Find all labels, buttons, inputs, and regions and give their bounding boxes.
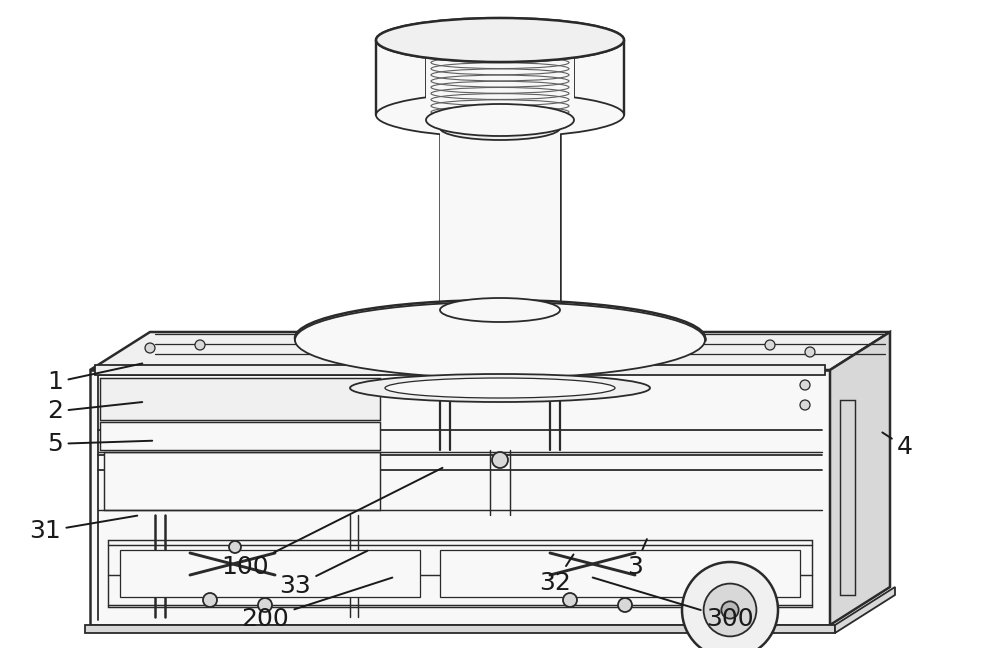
Circle shape	[258, 598, 272, 612]
Circle shape	[145, 343, 155, 353]
Polygon shape	[426, 42, 574, 120]
Text: 4: 4	[882, 432, 913, 459]
Polygon shape	[830, 332, 890, 625]
Circle shape	[618, 598, 632, 612]
Polygon shape	[120, 550, 420, 597]
Ellipse shape	[350, 374, 650, 402]
Circle shape	[800, 380, 810, 390]
Polygon shape	[100, 378, 380, 420]
Polygon shape	[108, 540, 812, 607]
Circle shape	[195, 340, 205, 350]
Circle shape	[203, 593, 217, 607]
Circle shape	[800, 400, 810, 410]
Text: 200: 200	[241, 577, 392, 631]
Polygon shape	[104, 452, 380, 510]
Ellipse shape	[426, 104, 574, 136]
Polygon shape	[295, 338, 705, 340]
Text: 3: 3	[627, 539, 647, 579]
Ellipse shape	[426, 26, 574, 58]
Ellipse shape	[376, 18, 624, 62]
Ellipse shape	[440, 298, 560, 322]
Text: 31: 31	[29, 516, 137, 544]
Circle shape	[704, 584, 756, 636]
Ellipse shape	[385, 378, 615, 398]
Ellipse shape	[376, 93, 624, 137]
Circle shape	[229, 541, 241, 553]
Circle shape	[682, 562, 778, 648]
Text: 2: 2	[47, 399, 142, 424]
Ellipse shape	[295, 302, 705, 378]
Circle shape	[805, 347, 815, 357]
Polygon shape	[90, 370, 830, 625]
Polygon shape	[840, 400, 855, 595]
Polygon shape	[100, 422, 380, 450]
Text: 100: 100	[221, 468, 443, 579]
Circle shape	[563, 593, 577, 607]
Polygon shape	[85, 625, 835, 633]
Polygon shape	[835, 587, 895, 633]
Circle shape	[492, 452, 508, 468]
Circle shape	[721, 601, 739, 619]
Text: 32: 32	[539, 555, 573, 596]
Text: 33: 33	[279, 551, 368, 599]
Polygon shape	[95, 365, 825, 375]
Text: 1: 1	[47, 364, 142, 395]
Polygon shape	[376, 40, 624, 115]
Text: 5: 5	[47, 432, 152, 456]
Text: 300: 300	[593, 577, 754, 631]
Ellipse shape	[376, 18, 624, 62]
Polygon shape	[440, 550, 800, 597]
Polygon shape	[90, 332, 890, 370]
Circle shape	[765, 340, 775, 350]
Ellipse shape	[440, 116, 560, 140]
Polygon shape	[440, 128, 560, 310]
Ellipse shape	[295, 300, 705, 376]
